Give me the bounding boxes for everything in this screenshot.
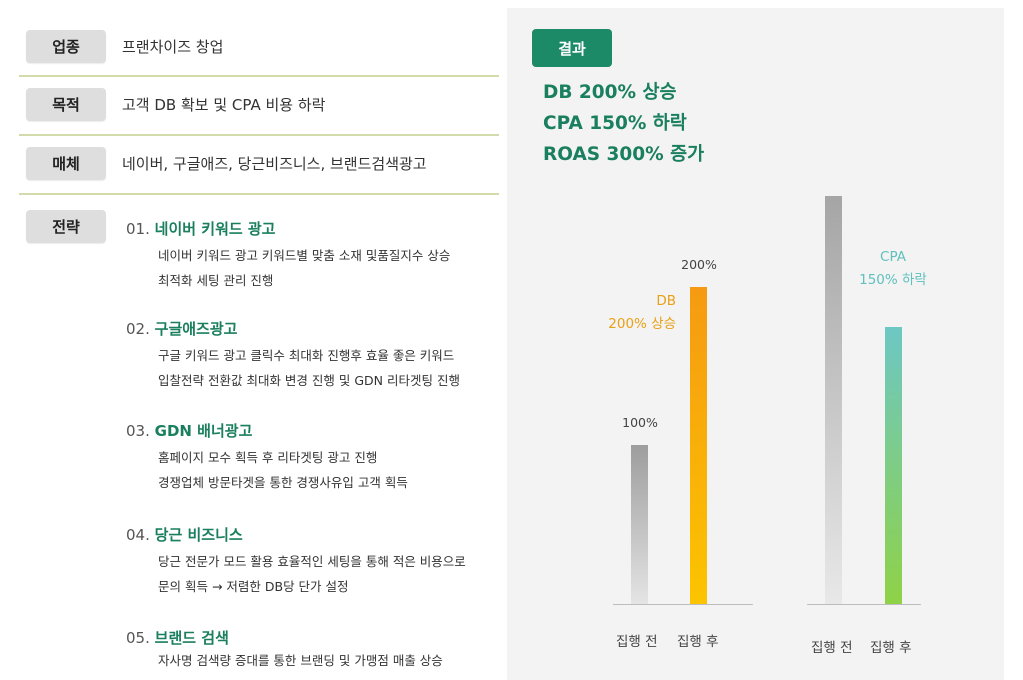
chart2-annotation-metric: CPA xyxy=(880,249,906,265)
result-panel xyxy=(507,8,1004,680)
row-label-strategy: 전략 xyxy=(26,210,106,243)
strategy-item-1: 01. 네이버 키워드 광고 네이버 키워드 광고 키워드별 맞춤 소재 및품질… xyxy=(126,218,496,293)
row-value-purpose: 고객 DB 확보 및 CPA 비용 하락 xyxy=(122,96,326,114)
divider xyxy=(19,75,499,77)
row-purpose: 목적 고객 DB 확보 및 CPA 비용 하락 xyxy=(26,88,499,124)
strategy-title: 네이버 키워드 광고 xyxy=(154,220,276,238)
chart1-data-label-after: 200% xyxy=(681,256,717,272)
strategy-title: 당근 비즈니스 xyxy=(154,526,243,544)
row-value-industry: 프랜차이즈 창업 xyxy=(122,38,224,56)
chart2-annotation-change: 150% 하락 xyxy=(859,272,927,288)
strategy-desc: 당근 전문가 모드 활용 효율적인 세팅을 통해 적은 비용으로 xyxy=(158,554,466,569)
strategy-number: 04. xyxy=(126,526,150,544)
strategy-desc: 입찰전략 전환값 최대화 변경 진행 및 GDN 리타겟팅 진행 xyxy=(158,373,460,388)
divider xyxy=(19,134,499,136)
row-label-industry: 업종 xyxy=(26,30,106,63)
strategy-number: 02. xyxy=(126,320,150,338)
chart2-x-label-after: 집행 후 xyxy=(870,640,912,656)
chart1-x-label-before: 집행 전 xyxy=(616,634,658,650)
strategy-desc: 최적화 세팅 관리 진행 xyxy=(158,273,274,288)
strategy-title: 구글애즈광고 xyxy=(154,320,238,338)
strategy-title: GDN 배너광고 xyxy=(154,422,253,440)
chart2-bar-before xyxy=(825,196,842,604)
chart2-axis xyxy=(807,604,921,605)
strategy-title: 브랜드 검색 xyxy=(154,629,229,647)
strategy-number: 03. xyxy=(126,422,150,440)
strategy-desc: 경쟁업체 방문타겟을 통한 경쟁사유입 고객 획득 xyxy=(158,475,408,490)
row-media: 매체 네이버, 구글애즈, 당근비즈니스, 브랜드검색광고 xyxy=(26,147,499,183)
strategy-number: 05. xyxy=(126,629,150,647)
strategy-item-2: 02. 구글애즈광고 구글 키워드 광고 클릭수 최대화 진행후 효율 좋은 키… xyxy=(126,318,496,393)
chart1-bar-after xyxy=(690,286,707,604)
divider xyxy=(19,193,499,195)
chart2-x-label-before: 집행 전 xyxy=(811,640,853,656)
chart2-annotation: CPA 150% 하락 xyxy=(848,246,938,292)
chart1-bar-before xyxy=(631,445,648,604)
chart1-x-label-after: 집행 후 xyxy=(677,634,719,650)
strategy-desc: 문의 획득 → 저렴한 DB당 단가 설정 xyxy=(158,579,349,594)
chart2-bar-after xyxy=(885,326,902,604)
chart1-data-label-before: 100% xyxy=(622,415,658,431)
result-line-roas: ROAS 300% 증가 xyxy=(543,144,705,165)
row-label-media: 매체 xyxy=(26,147,106,180)
chart1-annotation-metric: DB xyxy=(656,293,676,309)
strategy-item-5: 05. 브랜드 검색 자사명 검색량 증대를 통한 브랜딩 및 가맹점 매출 상… xyxy=(126,627,496,673)
row-industry: 업종 프랜차이즈 창업 xyxy=(26,30,499,66)
strategy-desc: 네이버 키워드 광고 키워드별 맞춤 소재 및품질지수 상승 xyxy=(158,248,451,263)
strategy-item-3: 03. GDN 배너광고 홈페이지 모수 획득 후 리타겟팅 광고 진행 경쟁업… xyxy=(126,420,496,495)
result-line-cpa: CPA 150% 하락 xyxy=(543,113,687,134)
strategy-desc: 구글 키워드 광고 클릭수 최대화 진행후 효율 좋은 키워드 xyxy=(158,348,455,363)
row-strategy: 전략 xyxy=(26,210,499,246)
result-badge: 결과 xyxy=(532,29,612,67)
chart1-axis xyxy=(613,604,753,605)
chart1-annotation: DB 200% 상승 xyxy=(594,290,676,336)
row-value-media: 네이버, 구글애즈, 당근비즈니스, 브랜드검색광고 xyxy=(122,155,427,173)
strategy-desc: 홈페이지 모수 획득 후 리타겟팅 광고 진행 xyxy=(158,450,378,465)
chart1-annotation-change: 200% 상승 xyxy=(608,316,676,332)
strategy-desc: 자사명 검색량 증대를 통한 브랜딩 및 가맹점 매출 상승 xyxy=(158,653,443,668)
result-line-db: DB 200% 상승 xyxy=(543,82,677,103)
strategy-item-4: 04. 당근 비즈니스 당근 전문가 모드 활용 효율적인 세팅을 통해 적은 … xyxy=(126,524,496,599)
strategy-number: 01. xyxy=(126,220,150,238)
row-label-purpose: 목적 xyxy=(26,88,106,121)
